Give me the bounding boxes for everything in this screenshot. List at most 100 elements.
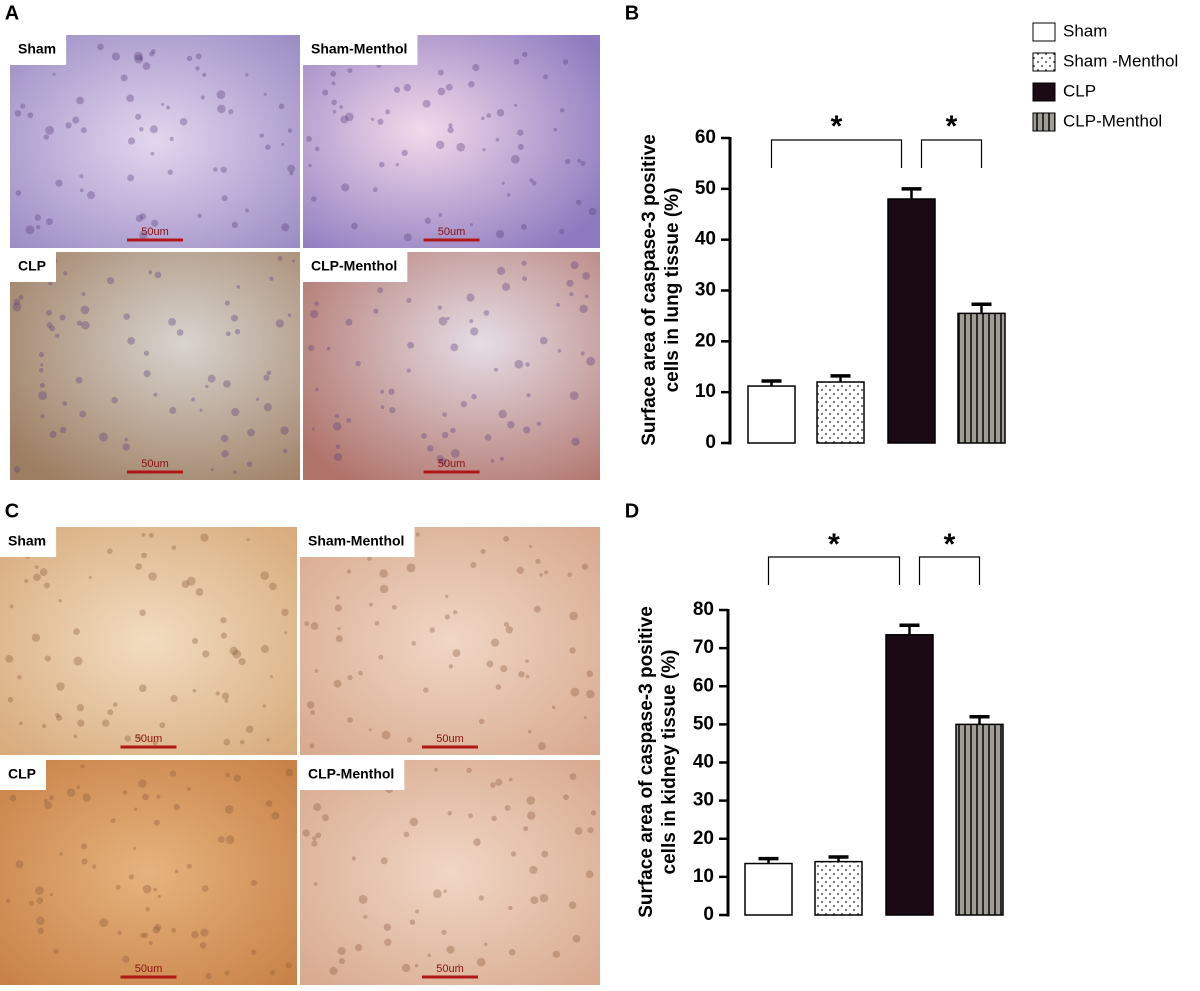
tissue-texture	[507, 421, 515, 429]
tissue-texture	[223, 380, 231, 388]
tissue-texture	[584, 294, 589, 299]
tissue-texture	[383, 923, 392, 931]
tissue-texture	[176, 329, 184, 336]
scale-bar-label: 50um	[141, 226, 169, 238]
tissue-texture	[503, 535, 510, 542]
tissue-texture	[388, 388, 395, 395]
legend-swatch	[1032, 22, 1056, 42]
tissue-texture	[27, 112, 34, 119]
tissue-texture	[13, 465, 21, 473]
image-label: CLP-Menthol	[311, 258, 397, 274]
tissue-texture	[501, 181, 505, 185]
significance-bracket	[920, 139, 983, 168]
tissue-texture	[124, 437, 128, 442]
legend-entry: CLP	[1063, 81, 1096, 100]
tissue-texture	[20, 103, 26, 109]
tissue-texture	[263, 403, 272, 412]
tissue-texture	[281, 608, 289, 616]
tissue-texture	[484, 942, 488, 947]
panel-letter: C	[5, 500, 19, 522]
tissue-texture	[73, 628, 80, 635]
tissue-texture	[415, 909, 420, 914]
tissue-texture	[572, 934, 581, 943]
tissue-texture	[337, 626, 341, 631]
tissue-texture	[446, 945, 455, 954]
tissue-texture	[522, 276, 527, 282]
tissue-texture	[384, 938, 392, 946]
tissue-texture	[246, 538, 250, 542]
tissue-texture	[345, 318, 353, 326]
tissue-texture	[153, 887, 157, 892]
scale-bar-label: 50um	[135, 963, 163, 975]
tissue-texture	[517, 129, 524, 136]
tissue-texture	[468, 813, 474, 819]
tissue-texture	[200, 928, 209, 937]
tissue-texture	[141, 533, 146, 538]
significance-bracket	[770, 139, 903, 168]
tissue-texture	[117, 930, 122, 935]
tissue-texture	[55, 712, 60, 718]
tissue-texture	[200, 533, 209, 542]
tissue-texture	[563, 794, 569, 801]
tissue-texture	[152, 740, 158, 746]
tissue-texture	[285, 768, 294, 777]
tissue-texture	[133, 846, 137, 850]
tissue-texture	[31, 633, 41, 642]
tissue-texture	[495, 230, 505, 239]
tissue-texture	[444, 614, 450, 620]
tissue-texture	[439, 457, 447, 466]
tissue-texture	[539, 573, 543, 577]
tissue-texture	[13, 298, 21, 306]
tissue-texture	[5, 654, 14, 663]
tissue-texture	[62, 401, 68, 406]
tissue-texture	[240, 739, 245, 745]
image-label-box	[0, 527, 57, 557]
tissue-texture	[490, 459, 495, 463]
tissue-texture	[232, 649, 242, 659]
tissue-texture	[150, 49, 156, 54]
tissue-texture	[43, 134, 50, 140]
tissue-texture	[99, 432, 108, 442]
tissue-texture	[228, 109, 234, 115]
tissue-texture	[473, 838, 481, 847]
tissue-texture	[229, 646, 239, 656]
tissue-texture	[17, 675, 22, 680]
y-tick-label: 30	[695, 280, 716, 301]
tissue-texture	[450, 343, 459, 352]
tissue-texture	[470, 327, 479, 336]
tissue-texture	[143, 370, 151, 378]
tissue-texture	[7, 697, 14, 703]
tissue-texture	[88, 575, 92, 579]
y-tick-label: 60	[695, 127, 716, 148]
tissue-texture	[205, 972, 212, 980]
tissue-texture	[123, 313, 130, 320]
tissue-texture	[482, 147, 486, 152]
tissue-texture	[445, 594, 449, 599]
tissue-texture	[216, 90, 226, 99]
tissue-texture	[66, 788, 76, 797]
tissue-texture	[525, 674, 530, 679]
tissue-texture	[437, 87, 446, 96]
tissue-texture	[335, 444, 341, 449]
tissue-texture	[115, 884, 121, 890]
tissue-texture	[142, 932, 149, 939]
bar	[885, 634, 934, 916]
tissue-texture	[148, 532, 154, 539]
tissue-texture	[217, 836, 225, 843]
tissue-texture	[75, 376, 83, 384]
tissue-texture	[142, 793, 149, 801]
tissue-texture	[139, 213, 147, 220]
tissue-texture	[314, 301, 319, 307]
tissue-texture	[326, 346, 331, 351]
tissue-texture	[122, 955, 130, 963]
tissue-texture	[378, 654, 384, 660]
tissue-texture	[281, 223, 290, 232]
tissue-texture	[526, 393, 531, 398]
tissue-texture	[278, 103, 285, 110]
y-tick-label: 20	[693, 828, 714, 849]
y-tick-label: 0	[703, 904, 714, 925]
tissue-texture	[81, 291, 86, 296]
legend-swatch	[1032, 82, 1056, 102]
tissue-texture	[284, 631, 288, 635]
